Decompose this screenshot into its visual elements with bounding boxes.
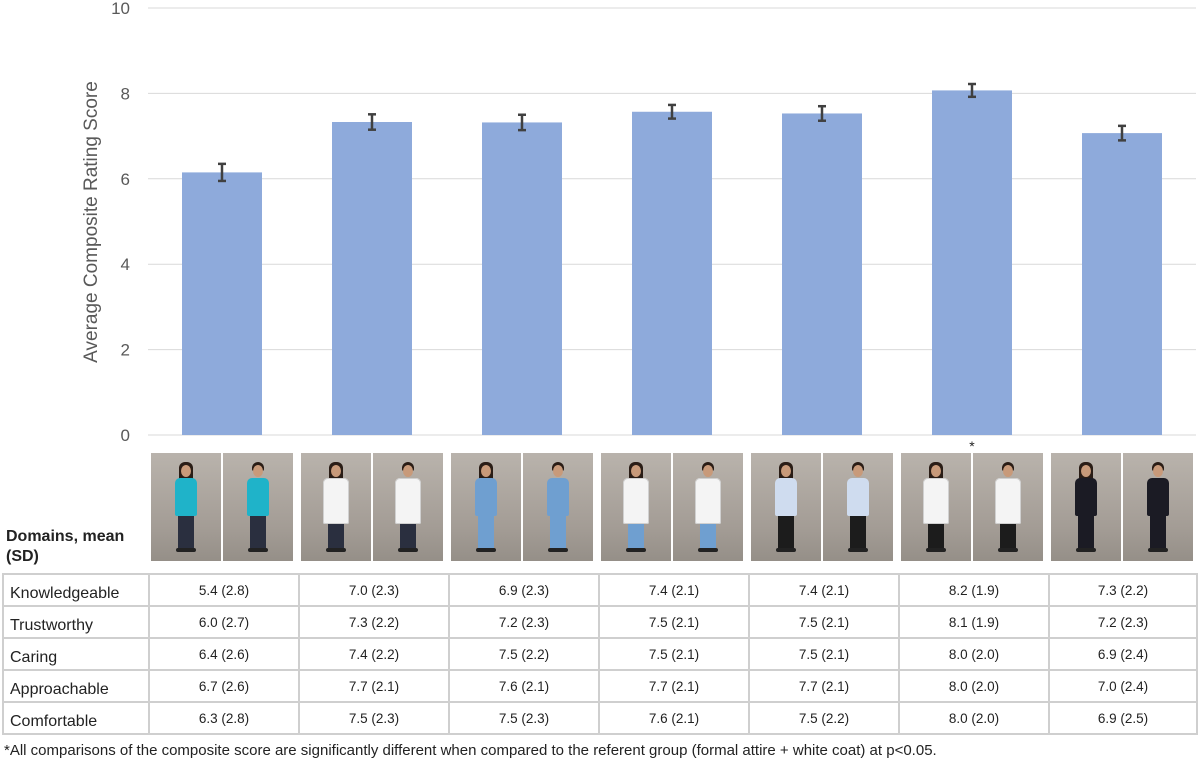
table-cell: 7.4 (2.1) [598,573,750,607]
attire-photo-female [1051,453,1121,561]
table-row: Approachable 6.7 (2.6) 7.7 (2.1) 7.6 (2.1) 7… [2,669,1198,703]
attire-photo-female [151,453,221,561]
error-bar-4 [668,103,676,120]
y-tick-label: 2 [121,341,130,360]
table-cell: 7.5 (2.1) [748,637,900,671]
error-bar-6 [968,82,976,99]
bar-5 [782,113,862,436]
table-cell: 7.7 (2.1) [748,669,900,703]
y-tick-label: 6 [121,170,130,189]
bar-4 [632,111,712,436]
table-cell: 6.7 (2.6) [148,669,300,703]
y-tick-label: 4 [121,255,130,274]
attire-photo-pair [1051,453,1193,561]
attire-photo-female [301,453,371,561]
table-cell: 7.5 (2.1) [598,637,750,671]
attire-photo-pair [151,453,293,561]
table-cell: 8.0 (2.0) [898,701,1050,735]
domain-label: Trustworthy [2,605,150,639]
table-cell: 6.9 (2.4) [1048,637,1198,671]
table-cell: 6.4 (2.6) [148,637,300,671]
domain-label: Approachable [2,669,150,703]
bar-3 [482,122,562,435]
attire-photo-pair [601,453,743,561]
attire-photo-pair [751,453,893,561]
bar-2 [332,122,412,435]
table-cell: 7.3 (2.2) [298,605,450,639]
bar-6 [932,90,1012,435]
table-cell: 7.5 (2.3) [448,701,600,735]
table-cell: 7.0 (2.4) [1048,669,1198,703]
attire-photo-pair [301,453,443,561]
table-cell: 7.2 (2.3) [1048,605,1198,639]
domain-label: Knowledgeable [2,573,150,607]
error-bar-3 [518,113,526,132]
table-cell: 7.5 (2.2) [448,637,600,671]
error-bars [218,82,1126,183]
table-cell: 8.0 (2.0) [898,637,1050,671]
attire-photo-male [223,453,293,561]
error-bar-2 [368,113,376,131]
table-cell: 8.2 (1.9) [898,573,1050,607]
attire-photo-female [751,453,821,561]
table-cell: 6.9 (2.5) [1048,701,1198,735]
table-cell: 8.1 (1.9) [898,605,1050,639]
table-cell: 7.5 (2.2) [748,701,900,735]
bar-chart: 0 2 4 6 8 10 Average Composite Rating Score * [81,0,1196,450]
attire-photo-female [451,453,521,561]
table-cell: 7.7 (2.1) [598,669,750,703]
attire-photos [0,453,1200,563]
domains-header: Domains, mean (SD) [6,528,125,565]
attire-photo-male [973,453,1043,561]
error-bar-5 [818,104,826,122]
y-tick-label: 0 [121,426,130,445]
table-cell: 8.0 (2.0) [898,669,1050,703]
bars [182,90,1162,436]
table-cell: 6.0 (2.7) [148,605,300,639]
attire-photo-female [901,453,971,561]
y-axis-label: Average Composite Rating Score [81,81,102,363]
attire-photo-male [1123,453,1193,561]
table-cell: 7.7 (2.1) [298,669,450,703]
error-bar-7 [1118,124,1126,142]
y-tick-label: 10 [111,0,130,18]
table-row: Comfortable 6.3 (2.8) 7.5 (2.3) 7.5 (2.3) 7.… [2,701,1198,735]
table-row: Trustworthy 6.0 (2.7) 7.3 (2.2) 7.2 (2.3) 7.… [2,605,1198,639]
table-cell: 7.6 (2.1) [448,669,600,703]
bar-1 [182,172,262,435]
y-tick-label: 8 [121,84,130,103]
table-cell: 6.3 (2.8) [148,701,300,735]
attire-photo-female [601,453,671,561]
domain-label: Caring [2,637,150,671]
significance-marker: * [969,438,975,450]
error-bar-1 [218,162,226,183]
domains-table: Knowledgeable 5.4 (2.8) 7.0 (2.3) 6.9 (2.3)… [2,573,1198,735]
attire-photo-pair [901,453,1043,561]
attire-photo-male [673,453,743,561]
table-cell: 7.5 (2.1) [748,605,900,639]
attire-photo-male [523,453,593,561]
table-cell: 7.5 (2.1) [598,605,750,639]
table-cell: 7.4 (2.2) [298,637,450,671]
table-cell: 5.4 (2.8) [148,573,300,607]
table-cell: 7.5 (2.3) [298,701,450,735]
table-cell: 7.6 (2.1) [598,701,750,735]
table-cell: 7.2 (2.3) [448,605,600,639]
table-cell: 7.0 (2.3) [298,573,450,607]
bar-7 [1082,133,1162,435]
domain-label: Comfortable [2,701,150,735]
table-row: Caring 6.4 (2.6) 7.4 (2.2) 7.5 (2.2) 7.5 (2.… [2,637,1198,671]
attire-photo-male [823,453,893,561]
y-tick-labels: 0 2 4 6 8 10 [111,0,130,445]
table-row: Knowledgeable 5.4 (2.8) 7.0 (2.3) 6.9 (2.3)… [2,573,1198,607]
attire-photo-male [373,453,443,561]
table-cell: 7.3 (2.2) [1048,573,1198,607]
table-cell: 7.4 (2.1) [748,573,900,607]
attire-photo-pair [451,453,593,561]
footnote: *All comparisons of the composite score … [4,742,937,759]
table-cell: 6.9 (2.3) [448,573,600,607]
